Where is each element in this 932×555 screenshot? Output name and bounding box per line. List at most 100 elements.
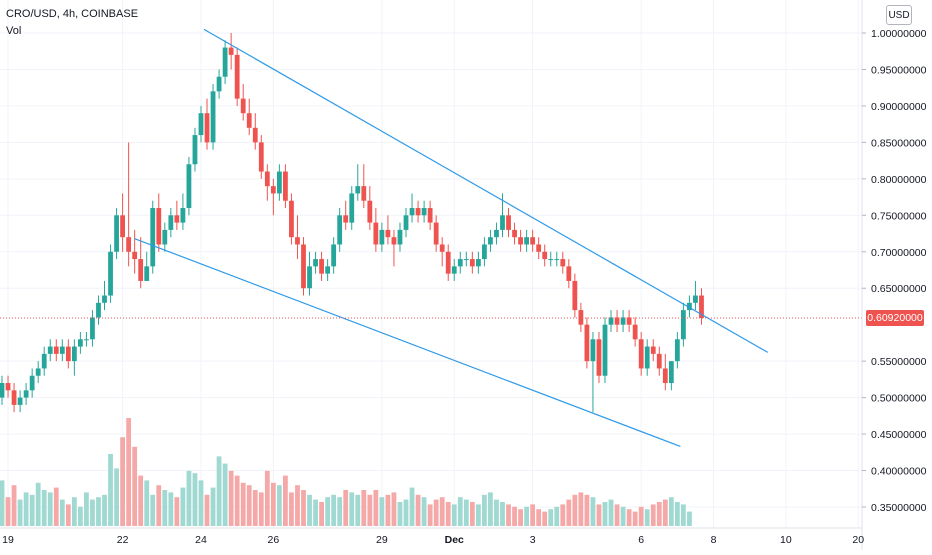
volume-bar bbox=[246, 485, 252, 526]
candle-layer bbox=[0, 33, 704, 413]
candle-body bbox=[313, 259, 318, 267]
time-axis: 19 22 24 26 29 Dec 3 6 8 10 20 bbox=[0, 527, 864, 546]
volume-bar bbox=[584, 494, 590, 526]
candle-body bbox=[463, 259, 469, 261]
candle-body bbox=[373, 222, 379, 245]
volume-bar bbox=[644, 509, 650, 526]
volume-bar bbox=[409, 487, 415, 526]
volume-bar bbox=[566, 499, 572, 526]
candle-body bbox=[656, 353, 662, 369]
time-tick-label: 19 bbox=[2, 534, 14, 546]
candle-body bbox=[325, 266, 331, 274]
candle-body bbox=[270, 186, 276, 194]
volume-bar bbox=[0, 480, 5, 526]
volume-bar bbox=[361, 490, 367, 526]
candle-body bbox=[397, 229, 403, 245]
volume-bar bbox=[198, 480, 204, 526]
candle-body bbox=[331, 244, 337, 267]
candle-body bbox=[108, 251, 113, 296]
candle-body bbox=[500, 215, 505, 230]
trendline-1 bbox=[134, 238, 681, 448]
candle-body bbox=[349, 193, 355, 223]
time-tick-label: 3 bbox=[530, 534, 536, 546]
candle-body bbox=[632, 324, 638, 340]
candle-body bbox=[29, 375, 35, 391]
candle-body bbox=[168, 215, 174, 230]
candle-body bbox=[674, 339, 680, 362]
volume-bar bbox=[84, 492, 89, 526]
candle-body bbox=[186, 164, 192, 209]
candle-body bbox=[421, 208, 427, 216]
candle-body bbox=[252, 127, 258, 143]
volume-bar bbox=[307, 494, 312, 526]
volume-bar bbox=[632, 511, 638, 526]
candle-body bbox=[295, 237, 300, 245]
candle-body bbox=[693, 295, 698, 303]
volume-bar bbox=[65, 504, 71, 526]
candle-body bbox=[662, 368, 668, 384]
volume-bar bbox=[355, 494, 361, 526]
candle-body bbox=[180, 208, 186, 223]
volume-bar bbox=[186, 470, 192, 526]
candle-body bbox=[41, 353, 47, 369]
volume-bar bbox=[638, 506, 644, 526]
candle-body bbox=[566, 266, 572, 281]
candle-body bbox=[228, 47, 234, 55]
volume-bar bbox=[77, 506, 83, 526]
volume-bar bbox=[120, 437, 125, 526]
volume-bar bbox=[674, 502, 680, 526]
candle-body bbox=[572, 280, 578, 311]
candle-body bbox=[439, 244, 445, 252]
volume-bar bbox=[494, 499, 499, 526]
candle-body bbox=[144, 266, 150, 281]
candle-body bbox=[524, 237, 530, 245]
candle-body bbox=[379, 229, 385, 245]
volume-bar bbox=[596, 504, 602, 526]
price-tick-label: 0.65000000 bbox=[871, 283, 927, 295]
candle-body bbox=[23, 390, 29, 398]
candle-body bbox=[192, 135, 198, 165]
volume-bar bbox=[488, 492, 493, 526]
candle-body bbox=[65, 346, 71, 362]
candle-body bbox=[415, 208, 421, 216]
volume-bar bbox=[349, 492, 355, 526]
volume-bar bbox=[168, 492, 174, 526]
candle-body bbox=[650, 346, 656, 354]
candle-body bbox=[518, 237, 523, 245]
volume-bar bbox=[463, 499, 469, 526]
volume-bar bbox=[500, 502, 505, 526]
volume-bar bbox=[337, 497, 343, 526]
candle-body bbox=[433, 222, 439, 245]
volume-bar bbox=[656, 502, 662, 526]
volume-bar bbox=[156, 485, 162, 526]
candle-body bbox=[258, 142, 264, 172]
trendline-layer bbox=[134, 28, 769, 448]
currency-button[interactable]: USD bbox=[886, 5, 912, 25]
volume-bar bbox=[71, 497, 77, 526]
chart-legend: CRO/USD, 4h, COINBASE Vol bbox=[6, 6, 138, 40]
volume-bar bbox=[126, 418, 132, 526]
volume-bar bbox=[548, 509, 554, 526]
candle-body bbox=[319, 259, 324, 274]
candle-body bbox=[687, 302, 692, 311]
candle-body bbox=[385, 229, 391, 238]
candle-body bbox=[554, 259, 560, 261]
candle-body bbox=[0, 383, 5, 398]
volume-bar bbox=[385, 494, 391, 526]
candle-body bbox=[560, 259, 566, 267]
candle-body bbox=[71, 346, 77, 362]
price-tick-label: 0.35000000 bbox=[871, 502, 927, 514]
price-tick-label: 0.80000000 bbox=[871, 174, 927, 186]
candle-body bbox=[355, 186, 361, 194]
candle-body bbox=[680, 310, 686, 340]
time-tick-label: Dec bbox=[445, 534, 464, 546]
candle-body bbox=[445, 251, 451, 274]
candle-body bbox=[150, 208, 156, 267]
volume-bar bbox=[343, 490, 349, 526]
candle-body bbox=[210, 91, 216, 143]
volume-bar bbox=[439, 497, 445, 526]
candle-body bbox=[5, 383, 11, 391]
volume-bar bbox=[680, 504, 686, 526]
